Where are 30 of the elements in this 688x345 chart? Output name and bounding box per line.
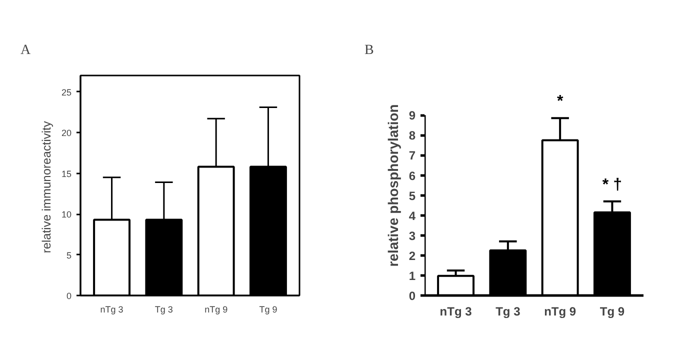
y-tick-label: 4 (408, 208, 416, 223)
chart-title: A (20, 43, 32, 58)
y-tick-label: 6 (408, 168, 416, 183)
y-tick-label: 0 (408, 289, 416, 303)
y-tick-label: 7 (408, 148, 416, 163)
text: * (556, 93, 564, 110)
y-tick-label: 5 (408, 188, 416, 203)
y-axis-title: relative phosphorylation (384, 104, 401, 267)
x-tick-label: nTg 3 (440, 304, 472, 318)
y-tick-label: 1 (408, 268, 416, 283)
x-tick-label: nTg 3 (100, 304, 124, 314)
y-tick-label: 3 (408, 228, 416, 243)
annotation: * † (602, 176, 622, 194)
x-tick-label: Tg 3 (496, 304, 521, 318)
y-tick-label: 9 (408, 108, 416, 123)
y-tick-label: 20 (61, 128, 72, 138)
y-tick-label: 8 (408, 128, 416, 143)
y-tick-label: 25 (61, 87, 72, 98)
y-tick-label: 2 (408, 248, 416, 263)
x-tick-label: Tg 3 (154, 304, 173, 314)
y-axis-title: relative immunoreactivity (39, 121, 54, 254)
y-tick-label: 0 (66, 291, 72, 301)
y-tick-label: 10 (61, 210, 72, 220)
x-tick-label: nTg 9 (204, 304, 228, 314)
x-tick-label: nTg 9 (544, 304, 576, 318)
chart-title: B (364, 43, 374, 58)
y-tick-label: 5 (66, 250, 72, 260)
x-tick-label: Tg 9 (259, 304, 278, 314)
y-tick-label: 15 (61, 168, 72, 179)
x-tick-label: Tg 9 (600, 304, 625, 318)
